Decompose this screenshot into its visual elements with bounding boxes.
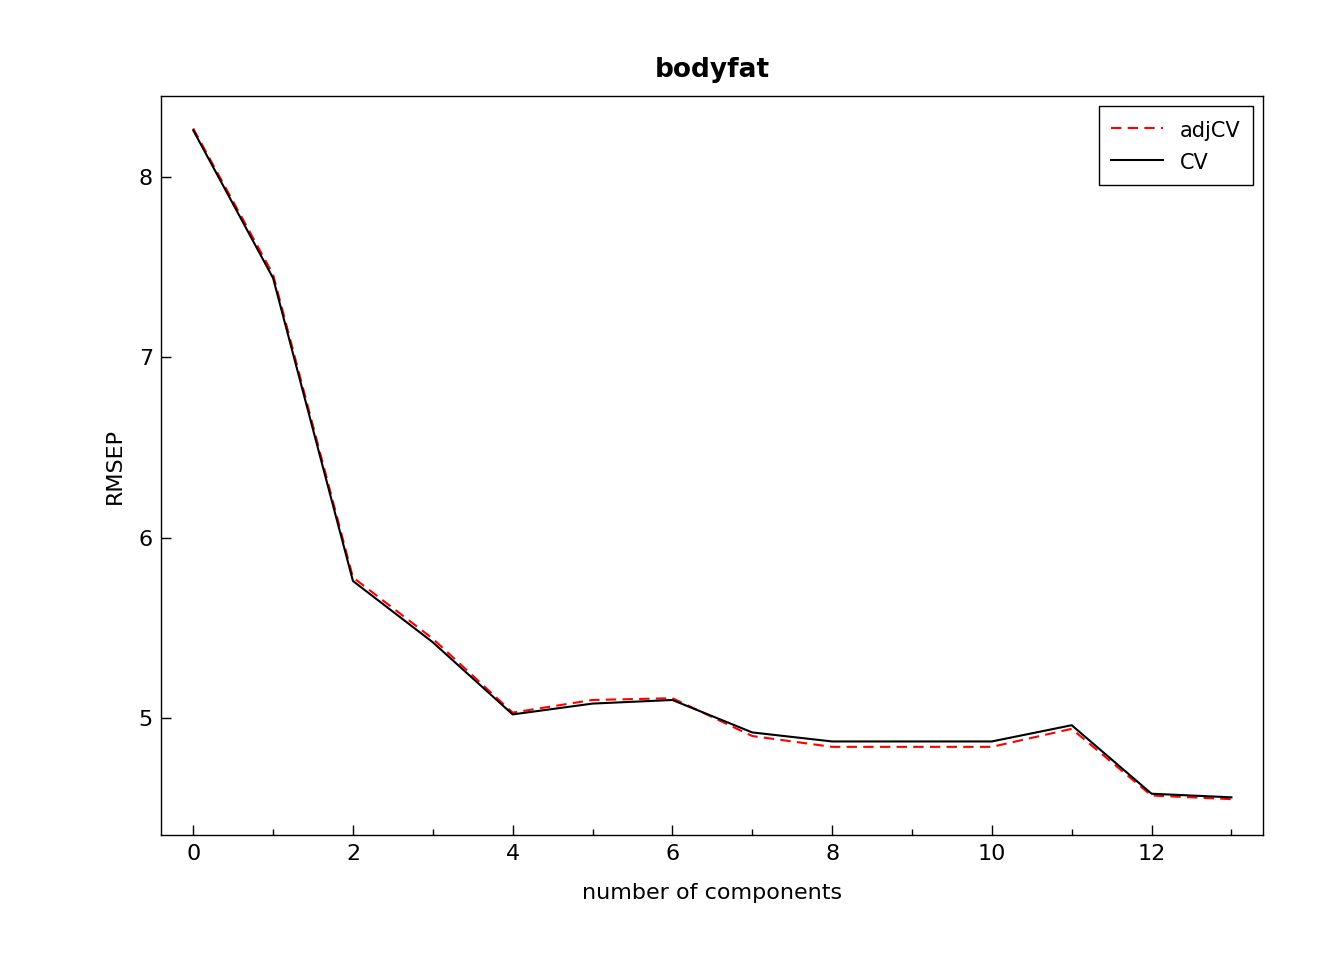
CV	[905, 735, 921, 747]
Title: bodyfat: bodyfat	[655, 57, 770, 83]
adjCV	[1144, 790, 1160, 802]
CV	[185, 125, 202, 136]
adjCV	[745, 731, 761, 742]
CV	[1144, 788, 1160, 800]
CV	[984, 735, 1000, 747]
CV	[824, 735, 840, 747]
adjCV	[425, 633, 441, 644]
CV	[1063, 719, 1079, 731]
Line: CV: CV	[194, 131, 1231, 798]
CV	[1223, 792, 1239, 804]
adjCV	[265, 269, 281, 280]
CV	[664, 694, 680, 706]
adjCV	[905, 741, 921, 753]
adjCV	[504, 707, 520, 718]
Legend: adjCV, CV: adjCV, CV	[1098, 107, 1253, 185]
X-axis label: number of components: number of components	[582, 883, 843, 903]
adjCV	[1063, 723, 1079, 734]
CV	[345, 575, 362, 587]
CV	[265, 273, 281, 284]
CV	[504, 708, 520, 720]
adjCV	[984, 741, 1000, 753]
adjCV	[824, 741, 840, 753]
adjCV	[1223, 793, 1239, 804]
CV	[585, 698, 601, 709]
adjCV	[345, 571, 362, 583]
adjCV	[664, 692, 680, 704]
Line: adjCV: adjCV	[194, 129, 1231, 799]
CV	[425, 636, 441, 648]
adjCV	[185, 123, 202, 134]
Y-axis label: RMSEP: RMSEP	[105, 427, 125, 504]
CV	[745, 727, 761, 738]
adjCV	[585, 694, 601, 706]
